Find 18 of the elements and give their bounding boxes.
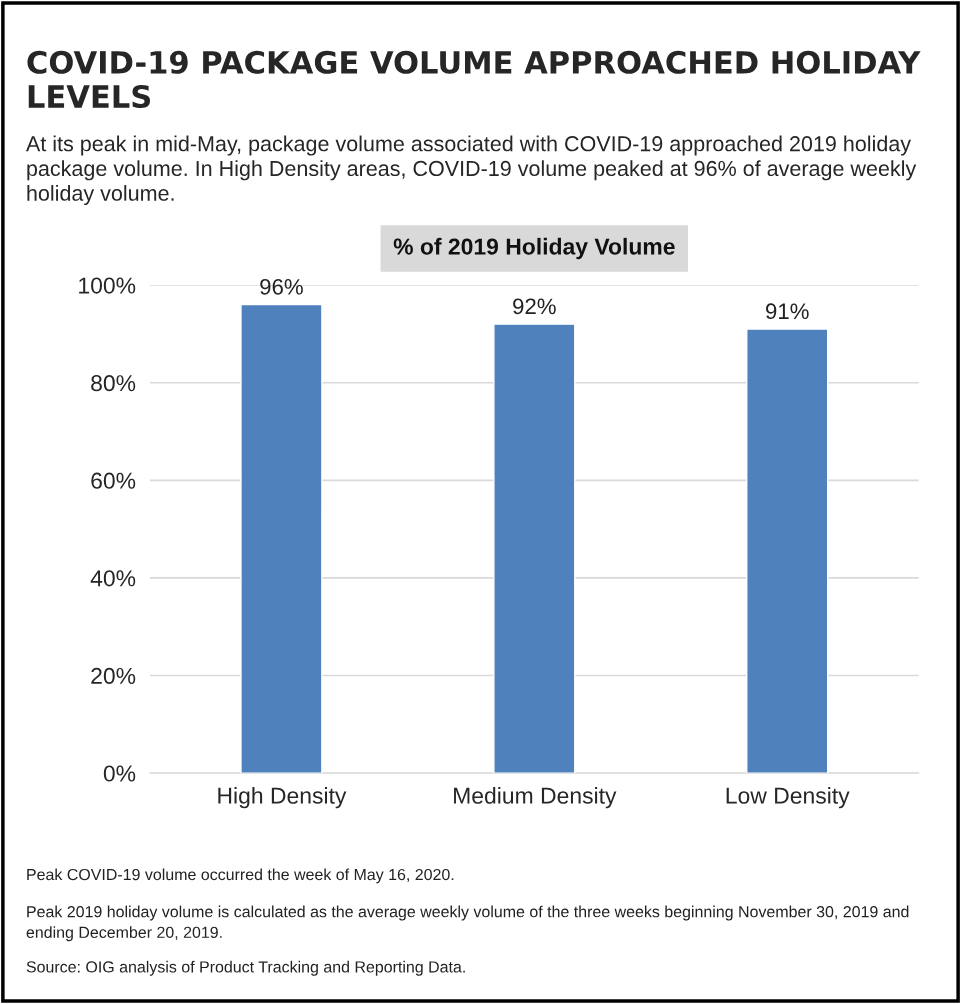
- text: Peak COVID-19 volume occurred the week of May 16, 2020.: [27, 868, 454, 884]
- source-note: Source: OIG analysis of Product Tracking and Reporting Data.: [26, 960, 465, 976]
- y-tick-label: 80%: [91, 375, 136, 392]
- y-tick-label: 60%: [91, 472, 136, 489]
- y-tick-label: 0%: [103, 765, 136, 782]
- x-tick-label: Medium Density: [454, 786, 617, 809]
- y-tick-label: 20%: [91, 667, 136, 685]
- y-tick-label: 40%: [90, 570, 136, 587]
- text: Peak 2019 holiday volume is calculated as the average weekly volume of the three weeks beginning November 30, 2019 and ending December 20, 2019.: [26, 905, 909, 942]
- y-tick-label: 100%: [79, 277, 136, 294]
- chart-title: COVID-19 PACKAGE VOLUME APPROACHED HOLIDAY LEVELS: [27, 50, 921, 109]
- data-label: 96%: [260, 278, 303, 295]
- y-axis-title: % of 2019 Holiday Volume: [393, 237, 675, 260]
- chart-subtitle: At its peak in mid-May, package volume associated with COVID-19 approached 2019 holiday package volume. In High Density areas, COVID-19 volume peaked at 96% of average weekly holiday volume.: [25, 135, 917, 206]
- data-label: 92%: [513, 298, 556, 315]
- x-tick-label: Low Density: [726, 786, 850, 809]
- x-tick-label: High Density: [218, 786, 347, 809]
- data-label: 91%: [766, 303, 809, 320]
